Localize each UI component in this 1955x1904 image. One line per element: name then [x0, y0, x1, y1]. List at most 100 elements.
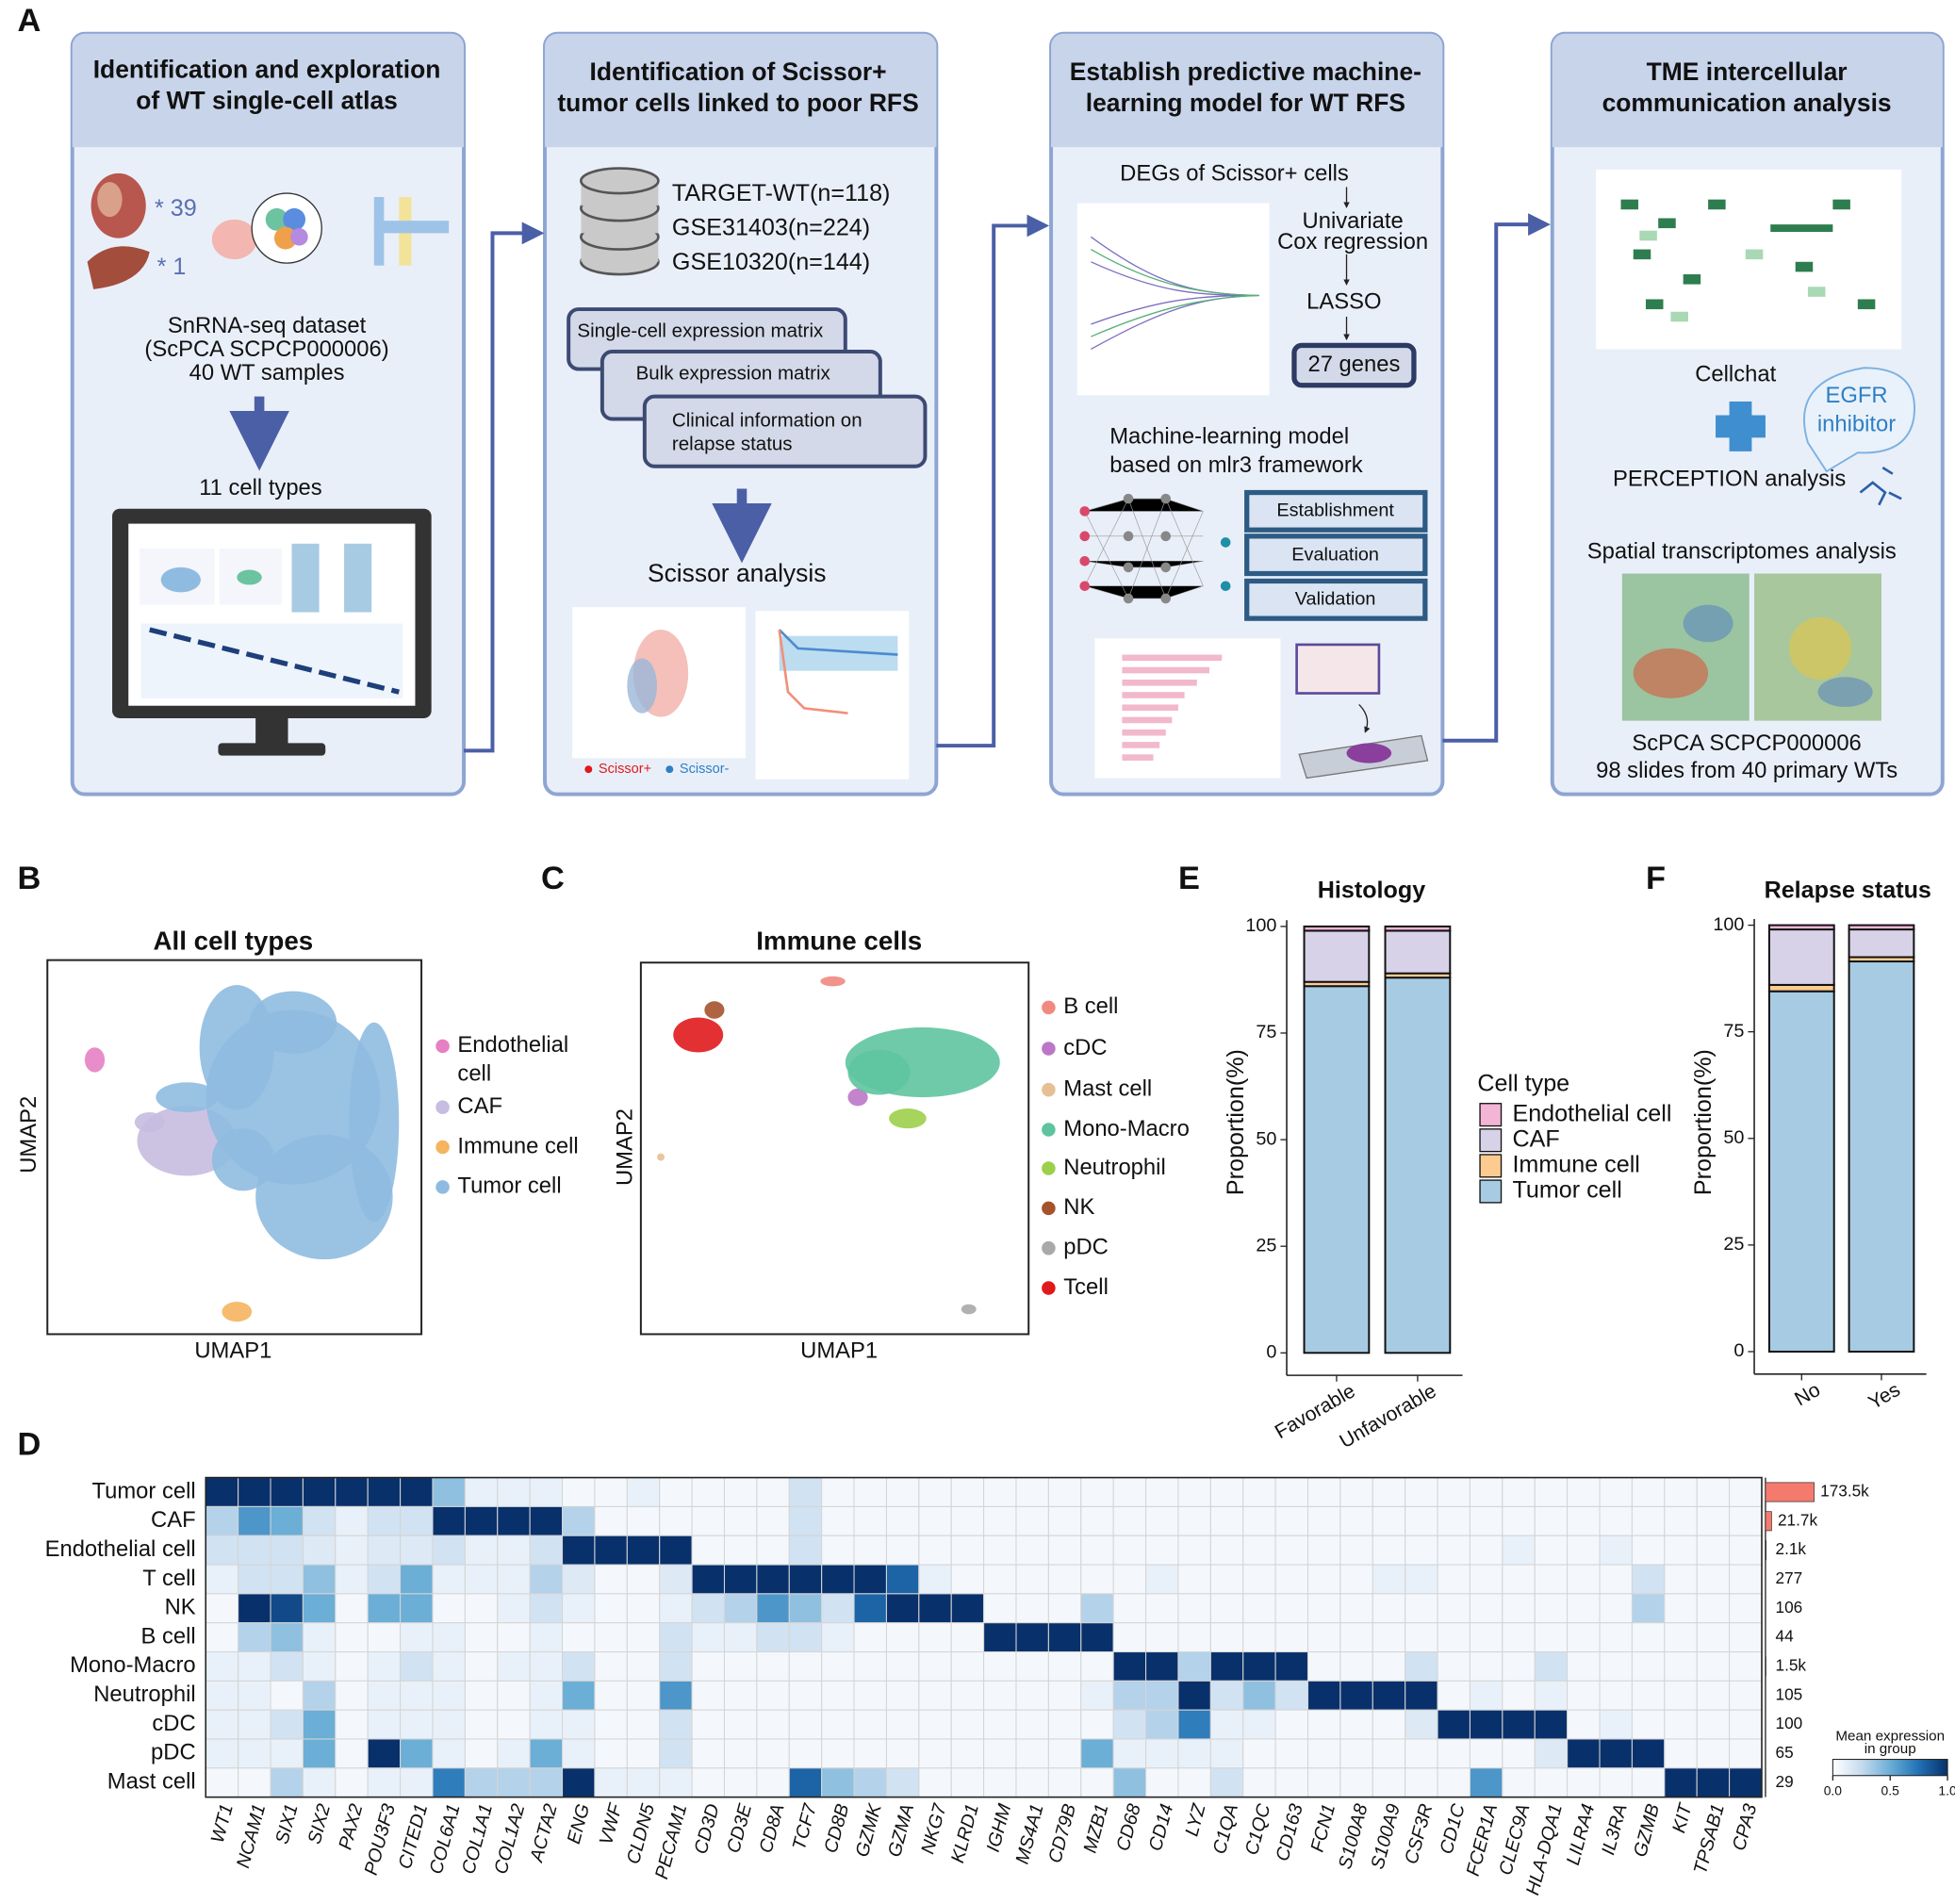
heatmap-cell [1534, 1593, 1569, 1624]
legend-swatch [435, 1140, 450, 1155]
heatmap-cell [238, 1593, 271, 1624]
heatmap-cell [659, 1680, 693, 1711]
heatmap-cell [205, 1650, 239, 1682]
y-tick-label: 75 [1723, 1021, 1744, 1042]
label: EGFR [1825, 383, 1887, 408]
heatmap-cell [691, 1650, 726, 1682]
heatmap-cell [1729, 1477, 1763, 1507]
heatmap-cell [983, 1738, 1017, 1769]
umap-cluster [889, 1108, 927, 1129]
row-label: Tumor cell [91, 1478, 195, 1503]
heatmap-cell [1339, 1738, 1373, 1769]
heatmap-cell [302, 1622, 337, 1653]
legend-swatch [1042, 1161, 1056, 1175]
column-label: TPSAB1 [1690, 1802, 1729, 1877]
count-label: 65 [1776, 1743, 1794, 1762]
heatmap-cell [1469, 1593, 1503, 1624]
bar-segment [1303, 925, 1371, 932]
heatmap-cell [1664, 1650, 1698, 1682]
heatmap-cell [1015, 1622, 1049, 1653]
box-title: of WT single-cell atlas [136, 86, 398, 114]
heatmap-cell [594, 1505, 628, 1536]
heatmap-cell [1664, 1622, 1698, 1653]
heatmap-cell [1047, 1767, 1082, 1798]
heatmap-cell [885, 1564, 920, 1595]
heatmap-cell [400, 1593, 434, 1624]
heatmap-cell [594, 1738, 628, 1769]
heatmap-cell [497, 1505, 531, 1536]
heatmap-cell [594, 1709, 628, 1740]
heatmap-cell [1112, 1477, 1147, 1507]
heatmap-cell [497, 1680, 531, 1711]
heatmap-cell [1047, 1564, 1082, 1595]
heatmap-cell [1599, 1738, 1633, 1769]
heatmap-cell [1145, 1593, 1179, 1624]
heatmap-cell [335, 1477, 369, 1507]
colorbar-tick-label: 0.0 [1824, 1783, 1843, 1798]
heatmap-cell [1209, 1477, 1244, 1507]
y-axis-label: Proportion(%) [1690, 1049, 1717, 1195]
heatmap-cell [1567, 1593, 1601, 1624]
heatmap-cell [1080, 1477, 1114, 1507]
heatmap-cell [756, 1593, 790, 1624]
box-title: Establish predictive machine- [1070, 57, 1421, 86]
heatmap-cell [1631, 1767, 1666, 1798]
heatmap-cell [1631, 1535, 1666, 1566]
heatmap-cell [464, 1709, 499, 1740]
heatmap-cell [238, 1477, 271, 1507]
heatmap-cell [950, 1564, 985, 1595]
heatmap-cell [400, 1477, 434, 1507]
heatmap-cell [1306, 1767, 1341, 1798]
legend-label: CAF [1512, 1125, 1559, 1152]
column-label: NKG7 [917, 1801, 950, 1857]
heatmap-cell [497, 1477, 531, 1507]
y-axis-label: UMAP2 [612, 1108, 637, 1186]
heatmap-cell [1015, 1680, 1049, 1711]
heatmap-cell [400, 1738, 434, 1769]
heatmap-cell [270, 1535, 304, 1566]
column-label: CD3D [691, 1802, 724, 1857]
heatmap-cell [821, 1709, 855, 1740]
heatmap-cell [1502, 1564, 1536, 1595]
heatmap-cell [1372, 1535, 1406, 1566]
heatmap-cell [464, 1738, 499, 1769]
heatmap-cell [1502, 1680, 1536, 1711]
heatmap-cell [1015, 1477, 1049, 1507]
umap-cluster [249, 991, 337, 1054]
heatmap-cell [1047, 1535, 1082, 1566]
heatmap-cell [1567, 1709, 1601, 1740]
heatmap-cell [626, 1564, 661, 1595]
heatmap-cell [983, 1535, 1017, 1566]
legend-swatch [1042, 1281, 1056, 1295]
heatmap-cell [723, 1650, 758, 1682]
heatmap-cell [529, 1593, 564, 1624]
heatmap-cell [1696, 1477, 1731, 1507]
column-label: CD163 [1273, 1802, 1307, 1863]
heatmap-cell [1437, 1738, 1470, 1769]
label: TARGET-WT(n=118) [672, 180, 891, 206]
heatmap-cell [950, 1738, 985, 1769]
column-label: CD8B [820, 1802, 853, 1856]
column-label: CITED1 [395, 1802, 432, 1872]
heatmap-cell [1112, 1564, 1147, 1595]
heatmap-cell [1047, 1650, 1082, 1682]
heatmap-cell [1306, 1680, 1341, 1711]
heatmap-cell [788, 1622, 823, 1653]
heatmap-cell [1145, 1535, 1179, 1566]
column-label: CD1C [1437, 1801, 1470, 1857]
heatmap-cell [1080, 1738, 1114, 1769]
y-tick-label: 25 [1723, 1234, 1744, 1255]
heatmap-cell [788, 1564, 823, 1595]
heatmap-cell [885, 1593, 920, 1624]
column-label: GZMA [884, 1802, 918, 1860]
heatmap-cell [464, 1477, 499, 1507]
heatmap-cell [367, 1477, 402, 1507]
label: 40 WT samples [189, 360, 345, 386]
heatmap-cell [1631, 1622, 1666, 1653]
heatmap-cell [1372, 1738, 1406, 1769]
heatmap-cell [1599, 1477, 1633, 1507]
heatmap-cell [562, 1767, 596, 1798]
y-tick-label: 100 [1713, 914, 1744, 935]
label: Establishment [1276, 501, 1394, 521]
umap-cluster [211, 1128, 274, 1191]
